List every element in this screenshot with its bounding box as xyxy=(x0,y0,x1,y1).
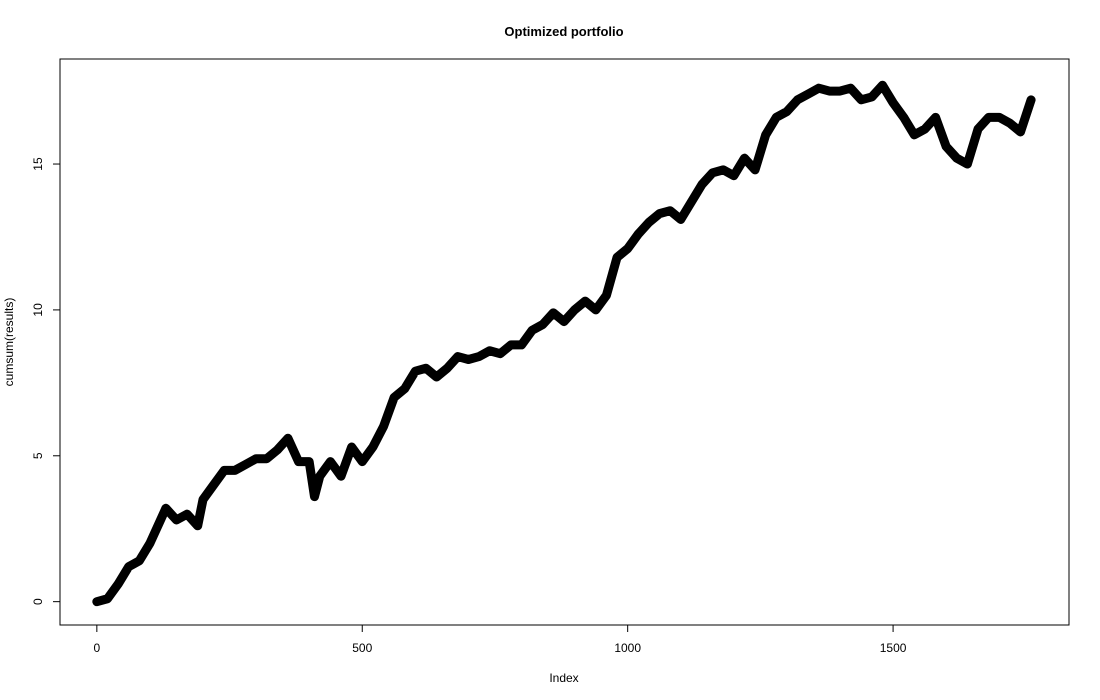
x-tick-label: 500 xyxy=(352,641,372,655)
y-axis-label: cumsum(results) xyxy=(2,298,16,387)
data-line xyxy=(92,80,1036,607)
y-tick-label: 15 xyxy=(31,157,45,171)
chart-title: Optimized portfolio xyxy=(504,24,623,39)
x-tick-label: 1000 xyxy=(614,641,641,655)
x-axis-label: Index xyxy=(549,671,578,685)
y-tick-label: 0 xyxy=(31,598,45,605)
plot-box xyxy=(59,58,1070,626)
y-tick-label: 5 xyxy=(31,452,45,459)
y-tick-label: 10 xyxy=(31,303,45,317)
x-tick-label: 1500 xyxy=(880,641,907,655)
x-tick-label: 0 xyxy=(93,641,100,655)
